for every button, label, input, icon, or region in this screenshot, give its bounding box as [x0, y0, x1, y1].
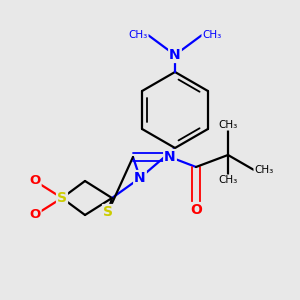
Text: CH₃: CH₃ [129, 30, 148, 40]
Text: CH₃: CH₃ [218, 175, 238, 185]
Text: N: N [164, 150, 176, 164]
Text: S: S [103, 205, 113, 219]
Text: CH₃: CH₃ [202, 30, 221, 40]
Text: N: N [169, 48, 181, 62]
Text: O: O [190, 203, 202, 217]
Text: N: N [134, 171, 146, 185]
Text: CH₃: CH₃ [218, 120, 238, 130]
Text: O: O [29, 208, 40, 221]
Text: CH₃: CH₃ [254, 165, 273, 175]
Text: S: S [57, 191, 67, 205]
Text: O: O [29, 175, 40, 188]
